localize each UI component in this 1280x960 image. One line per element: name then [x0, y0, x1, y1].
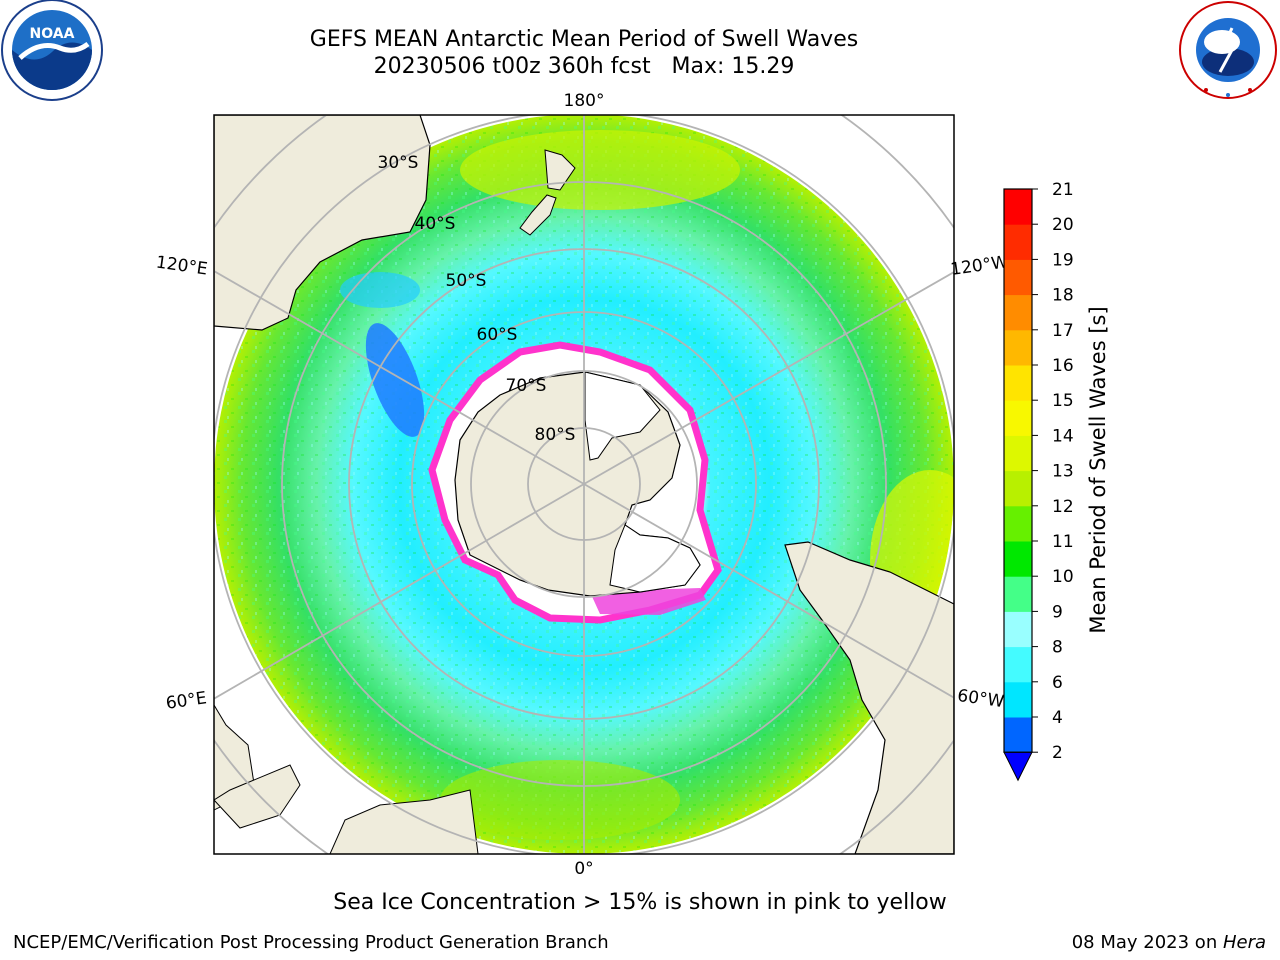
colorbar-label: Mean Period of Swell Waves [s] [1086, 306, 1110, 633]
weddell-sea-ice-band [590, 588, 706, 615]
lat-label-60s: 60°S [477, 325, 518, 345]
lat-label-30s: 30°S [378, 153, 419, 173]
lon-label-60e: 60°E [165, 688, 208, 713]
lon-label-120w: 120°W [949, 252, 1009, 280]
africa-coast-landmass [329, 789, 479, 854]
swell-patch-north [460, 130, 740, 210]
colorbar-tick-label: 14 [1052, 426, 1074, 446]
colorbar-tick-label: 15 [1052, 391, 1074, 411]
colorbar-segment [1004, 224, 1032, 260]
ross-ice-shelf [584, 371, 661, 461]
south-america-landmass [784, 541, 954, 854]
lon-label-180: 180° [564, 91, 605, 111]
colorbar-segment [1004, 329, 1032, 366]
colorbar-segment [1004, 189, 1032, 225]
colorbar-tick-label: 9 [1052, 602, 1063, 622]
colorbar-segment [1004, 646, 1032, 683]
svg-text:NOAA: NOAA [30, 26, 75, 42]
colorbar-tick-label: 2 [1052, 743, 1063, 763]
lon-label-60w: 60°W [956, 686, 1005, 712]
colorbar-tick-label: 18 [1052, 286, 1074, 306]
colorbar-tick-label: 4 [1052, 708, 1063, 728]
sea-ice-note: Sea Ice Concentration > 15% is shown in … [333, 890, 947, 915]
colorbar-tick-label: 6 [1052, 673, 1063, 693]
colorbar-segment [1004, 294, 1032, 331]
colorbar-tick-label: 8 [1052, 638, 1063, 658]
lat-label-80s: 80°S [535, 425, 576, 445]
lon-label-120e: 120°E [155, 253, 209, 280]
national-weather-service-logo [1179, 1, 1277, 99]
swell-patch-south [440, 760, 680, 840]
generation-host: Hera [1222, 932, 1266, 953]
australia-landmass [214, 115, 431, 331]
colorbar: 2 4 6 8 9 10 11 12 13 14 15 16 17 18 19 20 21 [1003, 180, 1074, 782]
chart-subtitle: 20230506 t00z 360h fcst Max: 15.29 [373, 54, 795, 79]
lat-label-40s: 40°S [415, 214, 456, 234]
generation-date: 08 May 2023 on [1071, 932, 1223, 953]
colorbar-tick-label: 13 [1052, 462, 1074, 482]
colorbar-segment [1004, 435, 1032, 472]
colorbar-tick-label: 10 [1052, 567, 1074, 587]
new-zealand-south-island [519, 194, 557, 236]
chart-title: GEFS MEAN Antarctic Mean Period of Swell… [309, 27, 859, 52]
colorbar-segment [1004, 717, 1032, 753]
colorbar-segment [1004, 576, 1032, 612]
generation-stamp: 08 May 2023 on Hera [1072, 932, 1266, 953]
colorbar-tick-label: 20 [1052, 215, 1074, 235]
colorbar-tick-label: 19 [1052, 250, 1074, 270]
colorbar-tick-label: 17 [1052, 321, 1074, 341]
colorbar-segment [1004, 259, 1032, 296]
noaa-logo: NOAA [1, 0, 103, 101]
colorbar-segment [1004, 470, 1032, 507]
short-period-patch [365, 323, 425, 437]
producer-credit: NCEP/EMC/Verification Post Processing Pr… [13, 932, 609, 953]
colorbar-segment [1004, 365, 1032, 401]
map-frame [213, 114, 955, 855]
lat-label-70s: 70°S [506, 376, 547, 396]
colorbar-tick-label: 21 [1052, 180, 1074, 200]
colorbar-extend-arrow [1003, 751, 1033, 782]
colorbar-segment [1004, 541, 1032, 577]
colorbar-segment [1004, 681, 1032, 718]
lat-label-50s: 50°S [446, 271, 487, 291]
ronne-filchner-ice-shelf [609, 524, 701, 593]
colorbar-segment [1004, 505, 1032, 542]
graticule-meridians [214, 115, 954, 854]
new-zealand-north-island [544, 149, 576, 191]
colorbar-tick-label: 11 [1052, 532, 1074, 552]
colorbar-tick-label: 16 [1052, 356, 1074, 376]
colorbar-segment [1004, 611, 1032, 648]
lon-label-0: 0° [574, 859, 593, 879]
colorbar-tick-label: 12 [1052, 497, 1074, 517]
colorbar-segment [1004, 400, 1032, 436]
